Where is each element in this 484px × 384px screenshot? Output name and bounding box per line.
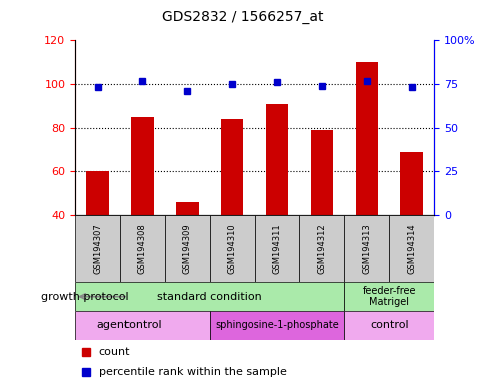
Text: agent: agent [96,320,128,331]
Text: sphingosine-1-phosphate: sphingosine-1-phosphate [215,320,338,331]
Bar [254,215,299,282]
Bar [344,282,433,311]
Text: GSM194310: GSM194310 [227,223,236,274]
Text: GSM194308: GSM194308 [137,223,147,274]
Text: GSM194313: GSM194313 [362,223,371,274]
Text: control: control [369,320,408,331]
Bar [209,215,254,282]
Bar [400,152,422,215]
Bar [344,215,388,282]
Text: GSM194309: GSM194309 [182,223,192,274]
Bar [209,311,344,340]
Bar [355,62,377,215]
Bar [344,311,433,340]
Text: standard condition: standard condition [157,291,261,302]
Bar [75,215,120,282]
Text: percentile rank within the sample: percentile rank within the sample [98,367,286,377]
Bar [299,215,344,282]
Text: GSM194307: GSM194307 [93,223,102,274]
Bar [131,117,153,215]
Bar [265,104,287,215]
Bar [310,130,333,215]
Text: GSM194314: GSM194314 [406,223,415,274]
Bar [176,202,198,215]
Text: GDS2832 / 1566257_at: GDS2832 / 1566257_at [162,10,322,23]
Text: GSM194311: GSM194311 [272,223,281,274]
Bar [86,171,108,215]
Text: growth protocol: growth protocol [41,291,128,302]
Bar [165,215,209,282]
Bar [120,215,165,282]
Bar [388,215,433,282]
Bar [75,282,344,311]
Text: count: count [98,347,130,357]
Text: control: control [123,320,162,331]
Bar [221,119,243,215]
Bar [75,311,209,340]
Text: GSM194312: GSM194312 [317,223,326,274]
Text: feeder-free
Matrigel: feeder-free Matrigel [362,286,415,307]
